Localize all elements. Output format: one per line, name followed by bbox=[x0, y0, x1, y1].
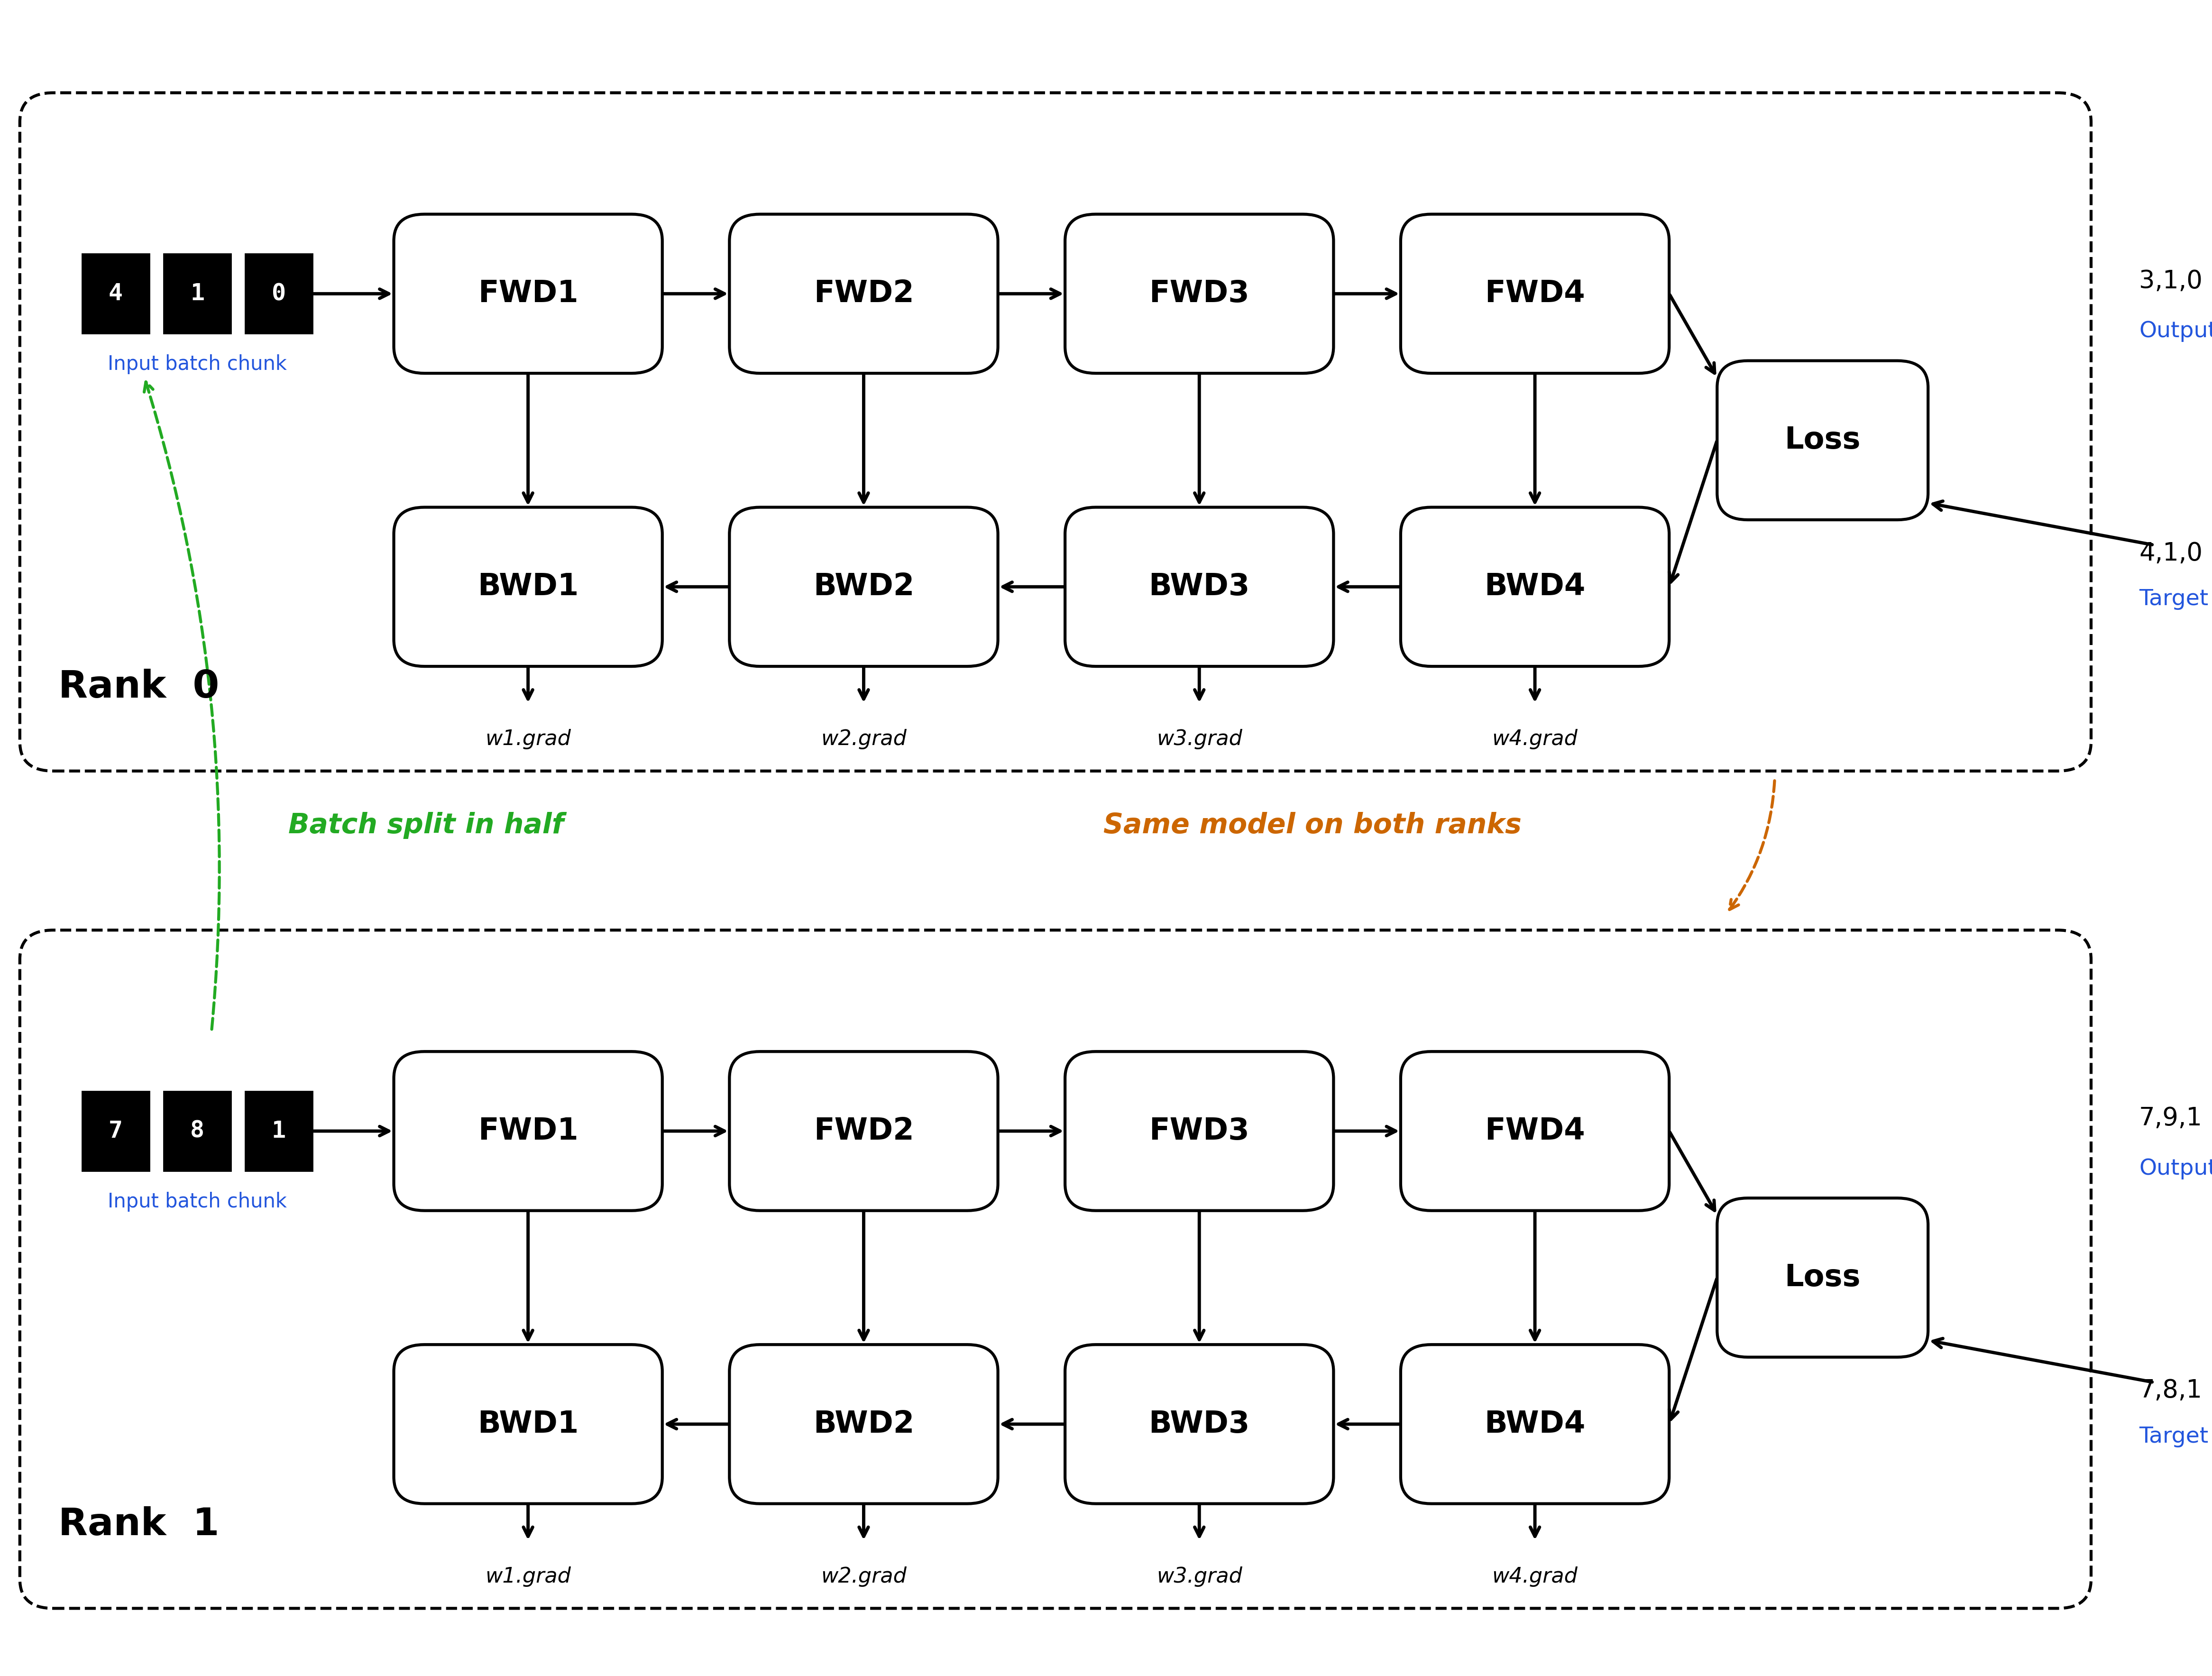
Text: FWD2: FWD2 bbox=[814, 1116, 914, 1146]
Text: Target: Target bbox=[2139, 1426, 2208, 1448]
Text: w1.grad: w1.grad bbox=[484, 1567, 571, 1587]
Text: Target: Target bbox=[2139, 588, 2208, 610]
Text: BWD3: BWD3 bbox=[1148, 1410, 1250, 1438]
Text: BWD4: BWD4 bbox=[1484, 572, 1586, 602]
FancyBboxPatch shape bbox=[730, 508, 998, 667]
FancyBboxPatch shape bbox=[730, 215, 998, 374]
Text: 1: 1 bbox=[272, 1120, 285, 1143]
FancyBboxPatch shape bbox=[20, 92, 2090, 771]
Text: BWD1: BWD1 bbox=[478, 572, 580, 602]
Text: 1: 1 bbox=[190, 282, 204, 305]
Text: w3.grad: w3.grad bbox=[1157, 1567, 1243, 1587]
FancyBboxPatch shape bbox=[394, 1051, 661, 1210]
Text: w2.grad: w2.grad bbox=[821, 729, 907, 749]
Text: Batch split in half: Batch split in half bbox=[288, 811, 564, 840]
Text: w3.grad: w3.grad bbox=[1157, 729, 1243, 749]
Text: 3,1,0: 3,1,0 bbox=[2139, 268, 2203, 293]
Bar bbox=[246, 1091, 312, 1172]
Text: FWD4: FWD4 bbox=[1484, 278, 1586, 308]
FancyBboxPatch shape bbox=[1064, 1344, 1334, 1503]
Text: Rank  0: Rank 0 bbox=[58, 669, 219, 706]
FancyBboxPatch shape bbox=[394, 1344, 661, 1503]
Bar bbox=[82, 1091, 148, 1172]
FancyBboxPatch shape bbox=[1064, 215, 1334, 374]
Text: 4,1,0: 4,1,0 bbox=[2139, 541, 2203, 565]
FancyBboxPatch shape bbox=[1400, 1051, 1670, 1210]
Text: Output: Output bbox=[2139, 320, 2212, 342]
Text: 4: 4 bbox=[108, 282, 124, 305]
Text: w4.grad: w4.grad bbox=[1493, 729, 1577, 749]
FancyBboxPatch shape bbox=[1400, 215, 1670, 374]
FancyBboxPatch shape bbox=[394, 508, 661, 667]
FancyBboxPatch shape bbox=[730, 1344, 998, 1503]
Text: 0: 0 bbox=[272, 282, 285, 305]
FancyBboxPatch shape bbox=[1064, 1051, 1334, 1210]
FancyBboxPatch shape bbox=[1717, 1198, 1929, 1358]
Text: Loss: Loss bbox=[1785, 1264, 1860, 1292]
Text: Same model on both ranks: Same model on both ranks bbox=[1104, 811, 1522, 840]
FancyBboxPatch shape bbox=[1400, 508, 1670, 667]
Text: Loss: Loss bbox=[1785, 426, 1860, 454]
FancyBboxPatch shape bbox=[1064, 508, 1334, 667]
Text: 8: 8 bbox=[190, 1120, 204, 1143]
Text: w4.grad: w4.grad bbox=[1493, 1567, 1577, 1587]
Text: BWD2: BWD2 bbox=[814, 572, 914, 602]
FancyBboxPatch shape bbox=[1400, 1344, 1670, 1503]
Text: FWD2: FWD2 bbox=[814, 278, 914, 308]
Text: FWD3: FWD3 bbox=[1148, 278, 1250, 308]
Text: FWD3: FWD3 bbox=[1148, 1116, 1250, 1146]
Text: Rank  1: Rank 1 bbox=[58, 1507, 219, 1544]
Bar bbox=[246, 255, 312, 334]
FancyBboxPatch shape bbox=[20, 930, 2090, 1609]
Text: BWD3: BWD3 bbox=[1148, 572, 1250, 602]
Text: BWD4: BWD4 bbox=[1484, 1410, 1586, 1438]
Bar bbox=[164, 255, 230, 334]
Bar bbox=[82, 255, 148, 334]
Text: 7: 7 bbox=[108, 1120, 124, 1143]
Text: FWD4: FWD4 bbox=[1484, 1116, 1586, 1146]
FancyBboxPatch shape bbox=[1717, 360, 1929, 520]
Bar bbox=[164, 1091, 230, 1172]
Text: w2.grad: w2.grad bbox=[821, 1567, 907, 1587]
Text: 7,9,1: 7,9,1 bbox=[2139, 1106, 2203, 1131]
FancyBboxPatch shape bbox=[394, 215, 661, 374]
Text: Input batch chunk: Input batch chunk bbox=[108, 1192, 288, 1212]
Text: FWD1: FWD1 bbox=[478, 278, 577, 308]
Text: BWD2: BWD2 bbox=[814, 1410, 914, 1438]
Text: Output: Output bbox=[2139, 1158, 2212, 1180]
Text: w1.grad: w1.grad bbox=[484, 729, 571, 749]
Text: BWD1: BWD1 bbox=[478, 1410, 580, 1438]
Text: 7,8,1: 7,8,1 bbox=[2139, 1378, 2203, 1403]
Text: FWD1: FWD1 bbox=[478, 1116, 577, 1146]
Text: Input batch chunk: Input batch chunk bbox=[108, 354, 288, 374]
FancyBboxPatch shape bbox=[730, 1051, 998, 1210]
